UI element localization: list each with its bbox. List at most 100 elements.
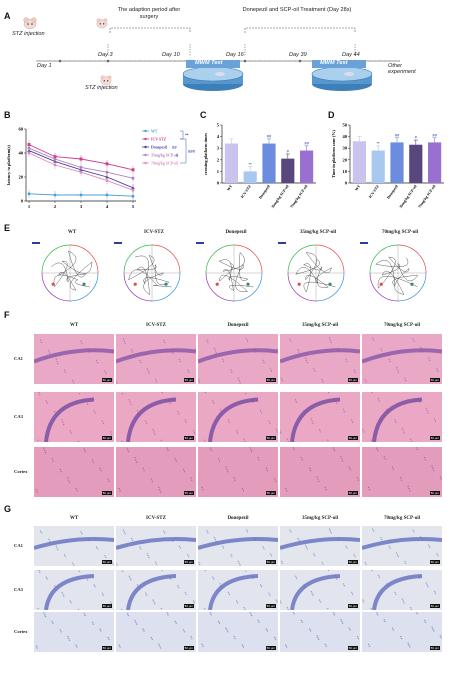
sig-label: ## — [432, 132, 437, 137]
cell-dot — [280, 430, 281, 432]
cell-dot — [212, 402, 215, 404]
cell-dot — [401, 598, 404, 600]
tissue-texture — [116, 529, 196, 566]
cell-dot — [367, 486, 370, 489]
cell-dot — [177, 413, 180, 415]
cell-dot — [99, 467, 101, 470]
cell-dot — [203, 439, 206, 442]
cell-dot — [175, 460, 177, 462]
cell-dot — [154, 378, 157, 381]
cell-dot — [48, 540, 51, 542]
cell-dot — [168, 400, 171, 402]
cell-dot — [330, 532, 332, 534]
cell-dot — [333, 449, 336, 452]
quadrant-arc — [151, 272, 181, 302]
cell-dot — [325, 645, 327, 647]
cell-dot — [333, 613, 336, 616]
legend-label: 70mg/kg SCP-oil — [151, 162, 178, 166]
cell-dot — [226, 468, 228, 471]
tissue-texture — [35, 447, 110, 493]
cell-dot — [163, 530, 165, 532]
cell-dot — [413, 340, 415, 343]
cell-dot — [421, 351, 423, 353]
micrograph-tile: 50 μm — [34, 334, 114, 384]
quadrant-arc — [315, 244, 345, 274]
cell-dot — [51, 620, 53, 623]
x-tick-label: 2 — [54, 204, 57, 209]
cell-dot — [88, 351, 90, 353]
cell-dot — [100, 630, 102, 632]
cell-dot — [60, 631, 62, 633]
cell-dot — [337, 536, 339, 539]
cell-dot — [257, 619, 259, 622]
group-header: ICV-STZ — [144, 230, 164, 235]
micrograph-tile: 50 μm — [362, 612, 442, 652]
cell-dot — [266, 469, 268, 472]
cell-dot — [324, 486, 327, 489]
cell-dot — [64, 371, 67, 373]
group-header: ICV-STZ — [146, 323, 166, 328]
cell-dot — [93, 409, 95, 412]
day1-label: Day 1 — [37, 63, 52, 69]
cell-dot — [192, 430, 195, 432]
tissue-texture — [118, 612, 193, 649]
cell-dot — [341, 620, 343, 623]
cell-dot — [394, 419, 396, 421]
cell-dot — [206, 530, 208, 532]
cell-dot — [304, 544, 307, 547]
cell-dot — [328, 528, 331, 530]
cell-dot — [236, 602, 239, 604]
quadrant-arc — [123, 272, 153, 302]
cell-dot — [37, 439, 39, 442]
cell-dot — [413, 531, 415, 533]
platform-marker — [82, 282, 86, 286]
cell-dot — [303, 409, 305, 412]
cell-dot — [280, 560, 283, 563]
micrograph-tile: 50 μm — [116, 612, 196, 652]
cell-dot — [316, 635, 318, 637]
cell-dot — [146, 553, 149, 555]
cell-dot — [228, 421, 231, 424]
cell-dot — [107, 636, 109, 639]
cell-dot — [212, 578, 215, 580]
cell-dot — [362, 431, 365, 433]
cell-dot — [439, 635, 442, 637]
mwm-label-box-2 — [312, 60, 366, 68]
cell-dot — [63, 554, 66, 556]
cell-dot — [274, 638, 277, 641]
cell-layer — [198, 537, 278, 550]
cell-dot — [252, 577, 254, 579]
stz-injection-label-1: STZ injection — [12, 31, 45, 37]
mouse-icon — [95, 16, 109, 29]
cell-dot — [44, 615, 47, 618]
cell-dot — [353, 369, 355, 371]
cell-dot — [201, 486, 203, 489]
cell-dot — [400, 479, 403, 481]
cell-dot — [364, 561, 366, 564]
cell-dot — [193, 432, 196, 434]
cell-dot — [130, 403, 132, 406]
x-tick-label: WT — [354, 184, 361, 192]
cell-dot — [86, 579, 89, 581]
scale-bar: 50 μm — [183, 560, 194, 564]
cell-dot — [108, 480, 110, 482]
cell-dot — [300, 619, 303, 622]
cell-dot — [227, 591, 230, 594]
cell-dot — [77, 608, 80, 610]
cell-dot — [236, 432, 239, 434]
cell-dot — [349, 468, 351, 471]
quadrant-arc — [233, 244, 263, 274]
cell-dot — [187, 371, 190, 373]
cell-dot — [172, 352, 174, 354]
cell-dot — [222, 358, 224, 360]
cell-dot — [263, 548, 265, 550]
cell-dot — [134, 619, 136, 622]
cell-dot — [112, 381, 114, 383]
quadrant-arc — [69, 244, 99, 274]
cell-dot — [92, 461, 95, 463]
cell-dot — [432, 467, 434, 470]
cell-dot — [177, 410, 179, 413]
cell-dot — [294, 399, 297, 401]
tissue-texture — [203, 392, 278, 442]
cell-dot — [62, 595, 65, 597]
